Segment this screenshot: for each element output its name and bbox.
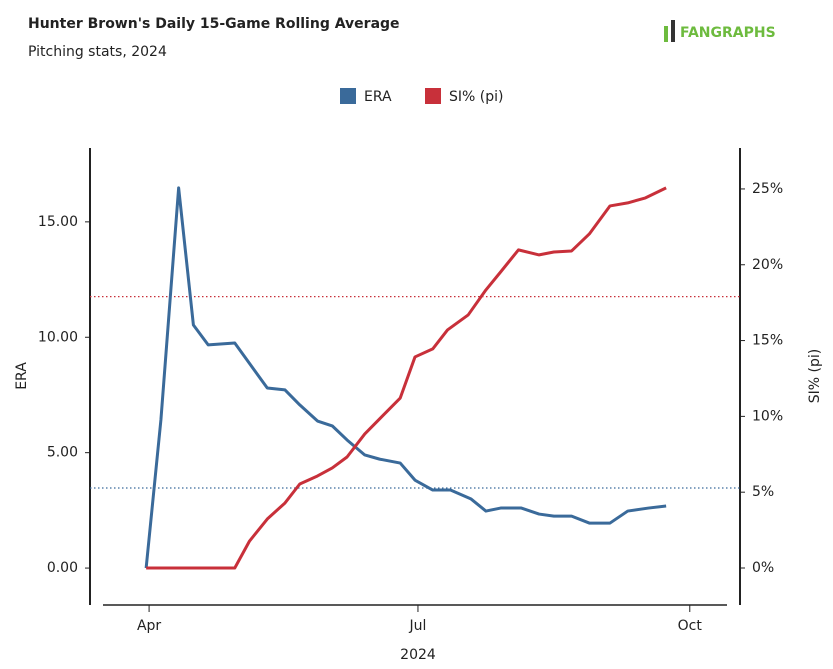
y-tick-label: 5.00 <box>47 445 78 461</box>
y2-tick-label: 0% <box>752 560 774 576</box>
y-tick-label: 10.00 <box>38 329 78 345</box>
chart-subtitle: Pitching stats, 2024 <box>28 44 167 60</box>
y2-tick-label: 20% <box>752 257 783 273</box>
y2-tick-label: 10% <box>752 408 783 424</box>
legend-swatch <box>425 88 441 104</box>
logo-icon <box>671 20 675 42</box>
series-line <box>144 186 667 569</box>
y2-tick-label: 15% <box>752 333 783 349</box>
x-tick-label: Jul <box>409 618 427 634</box>
y-tick-label: 15.00 <box>38 214 78 230</box>
y-tick-label: 0.00 <box>47 560 78 576</box>
series-line <box>146 186 667 570</box>
chart-title: Hunter Brown's Daily 15-Game Rolling Ave… <box>28 16 400 32</box>
y2-axis-label: SI% (pi) <box>807 349 823 403</box>
legend-label: SI% (pi) <box>449 89 503 105</box>
x-tick-label: Apr <box>137 618 161 634</box>
x-axis-label: 2024 <box>400 647 436 663</box>
y-axis-label: ERA <box>14 362 30 390</box>
legend-label: ERA <box>364 89 392 105</box>
y2-tick-label: 25% <box>752 181 783 197</box>
logo: FANGRAPHS <box>680 25 776 41</box>
legend-swatch <box>340 88 356 104</box>
y2-tick-label: 5% <box>752 484 774 500</box>
logo-icon <box>664 26 668 42</box>
x-tick-label: Oct <box>678 618 703 634</box>
